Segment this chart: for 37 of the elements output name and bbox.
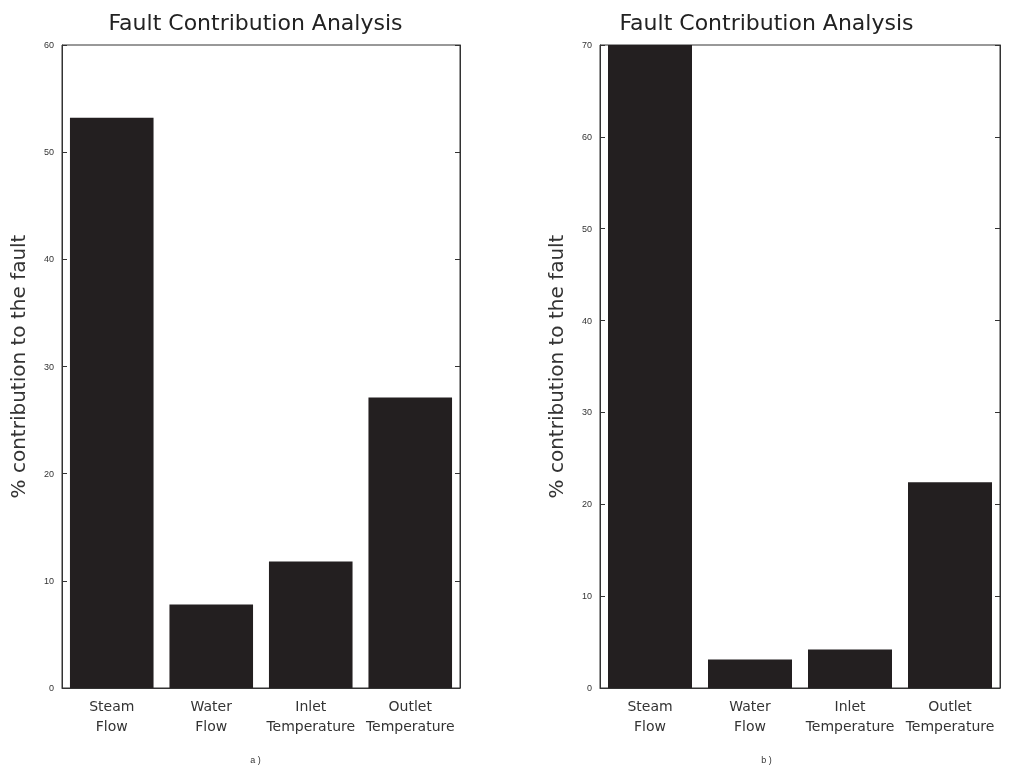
bar xyxy=(268,561,353,688)
y-tick-label: 10 xyxy=(581,591,592,602)
x-tick-label: Outlet Temperature xyxy=(904,698,995,734)
y-axis-title: % contribution to the fault xyxy=(6,234,30,499)
x-tick-label: Steam Flow xyxy=(89,698,135,734)
chart-title: Fault Contribution Analysis xyxy=(619,9,914,35)
y-tick-label: 20 xyxy=(43,468,54,479)
bar xyxy=(608,45,692,688)
y-tick-label: 50 xyxy=(581,223,592,234)
chart-title: Fault Contribution Analysis xyxy=(108,9,403,35)
y-axis-title: % contribution to the fault xyxy=(544,234,568,499)
x-tick-label: Inlet Temperature xyxy=(804,698,895,734)
bar xyxy=(368,397,453,688)
y-tick-label: 0 xyxy=(586,683,592,693)
text: a ) xyxy=(250,754,261,765)
bar xyxy=(169,604,254,688)
y-tick-label: 60 xyxy=(43,40,54,50)
y-tick-label: 40 xyxy=(581,315,592,326)
y-tick-label: 40 xyxy=(43,254,54,265)
bar xyxy=(808,649,892,688)
y-tick-label: 50 xyxy=(43,147,54,158)
y-tick-label: 30 xyxy=(581,407,592,418)
x-tick-label: Water Flow xyxy=(729,698,771,734)
bar xyxy=(708,659,792,688)
x-tick-label: Inlet Temperature xyxy=(265,698,356,734)
y-tick-label: 30 xyxy=(43,361,54,372)
text: b ) xyxy=(761,754,772,765)
y-tick-label: 10 xyxy=(43,575,54,586)
y-tick-label: 70 xyxy=(581,40,592,50)
bar xyxy=(908,482,992,688)
y-tick-label: 60 xyxy=(581,131,592,142)
x-tick-label: Steam Flow xyxy=(627,698,673,734)
x-tick-label: Water Flow xyxy=(190,698,233,734)
bar xyxy=(69,117,154,688)
x-tick-label: Outlet Temperature xyxy=(364,698,455,734)
y-tick-label: 0 xyxy=(48,683,54,693)
y-tick-label: 20 xyxy=(581,499,592,510)
